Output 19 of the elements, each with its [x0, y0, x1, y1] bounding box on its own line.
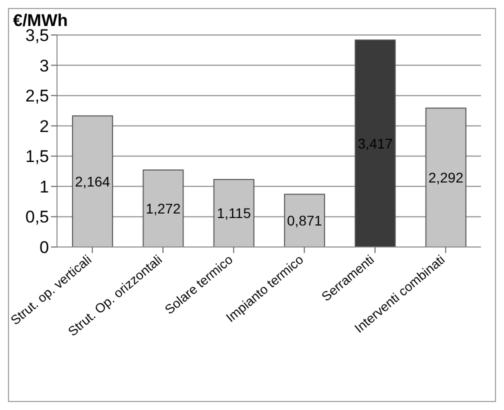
y-tick-label: 2: [40, 116, 49, 136]
y-tick-label: 0: [40, 238, 49, 258]
y-tick-label: 0,5: [25, 208, 49, 227]
data-label: 2,292: [428, 170, 464, 186]
y-tick-label: 1,5: [25, 147, 49, 166]
data-label: 3,417: [358, 135, 393, 152]
data-label: 0,871: [287, 212, 322, 229]
data-label: 2,164: [75, 173, 110, 190]
y-tick-label: 2,5: [25, 86, 49, 106]
bar: [425, 108, 466, 247]
bar: [284, 194, 326, 247]
y-tick-label: 3: [40, 56, 49, 76]
bar: [72, 115, 114, 247]
bar: [142, 169, 184, 247]
data-label: 1,115: [216, 205, 252, 222]
y-tick-label: 1: [40, 177, 49, 196]
bar: [213, 178, 254, 247]
data-label: 1,272: [146, 200, 181, 216]
bar: [354, 40, 396, 247]
